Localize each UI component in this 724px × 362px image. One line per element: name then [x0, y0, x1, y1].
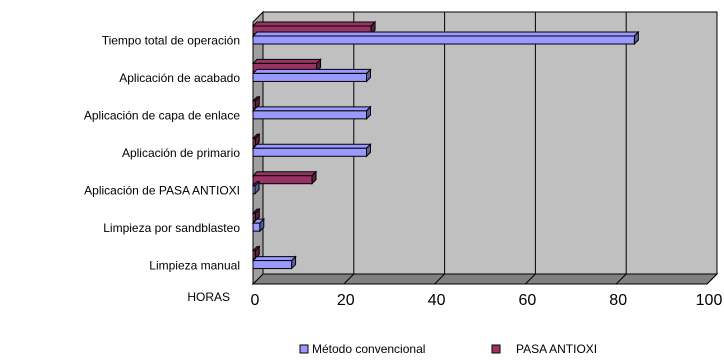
category-labels: Tiempo total de operación Aplicación de a… [84, 34, 240, 273]
gridline-floor [434, 273, 445, 285]
legend-label: PASA ANTIOXI [516, 342, 597, 356]
category-label: Limpieza por sandblasteo [103, 221, 240, 235]
gridline-floor [615, 273, 627, 285]
x-axis-ticks: 0 20 40 60 80 100 [251, 292, 723, 309]
bar-2-series-2 [251, 95, 261, 111]
category-label: Aplicación de PASA ANTIOXI [84, 183, 240, 197]
category-label: Aplicación de acabado [119, 71, 240, 85]
bar-6-series-2 [251, 245, 261, 260]
bar-3-series-2 [251, 133, 261, 148]
x-tick-label: 60 [519, 292, 537, 309]
bar-3-series-1 [251, 143, 372, 158]
category-label: Aplicación de primario [122, 146, 240, 160]
x-tick-label: 20 [337, 292, 355, 309]
gridline-floor [343, 273, 355, 285]
category-label: Aplicación de capa de enlace [84, 109, 240, 123]
gridline-floor [706, 273, 718, 285]
gridline-floor [525, 273, 536, 285]
bar-5-series-1 [251, 217, 266, 233]
legend-label: Método convencional [312, 342, 425, 356]
legend-swatch [299, 344, 309, 354]
x-axis-title: HORAS [187, 290, 230, 304]
bar-4-series-2 [251, 170, 318, 185]
bar-0-series-2 [251, 20, 377, 36]
category-label: Limpieza manual [149, 258, 240, 272]
bar-1-series-1 [251, 68, 372, 83]
bar-4-series-1 [251, 180, 261, 195]
plot-area [251, 10, 719, 286]
x-tick-label: 100 [696, 292, 723, 309]
bar-6-series-1 [251, 255, 297, 270]
gridlines [343, 12, 718, 285]
legend: Método convencional PASA ANTIOXI [299, 342, 597, 356]
bar-0-series-1 [251, 30, 640, 46]
x-tick-label: 80 [609, 292, 627, 309]
x-tick-label: 0 [251, 292, 260, 309]
bar-2-series-1 [251, 105, 372, 121]
bar-5-series-2 [251, 207, 261, 223]
x-tick-label: 40 [428, 292, 446, 309]
bars [251, 20, 640, 270]
plot-back-wall [262, 11, 718, 275]
legend-swatch [491, 344, 501, 354]
category-label: Tiempo total de operación [102, 34, 240, 48]
plot-floor [251, 273, 719, 285]
